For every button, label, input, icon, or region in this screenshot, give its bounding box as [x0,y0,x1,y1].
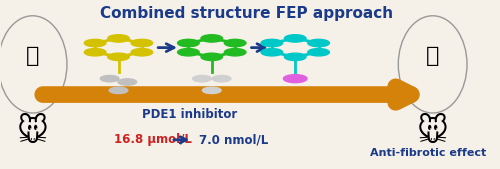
Circle shape [261,39,282,47]
Text: PDE1 inhibitor: PDE1 inhibitor [142,108,238,121]
Circle shape [178,49,199,56]
Circle shape [284,53,306,61]
Circle shape [201,53,222,61]
Circle shape [202,87,221,94]
Circle shape [108,35,130,42]
Circle shape [284,35,306,42]
Text: 7.0 nmol/L: 7.0 nmol/L [199,133,268,146]
Text: 🐭: 🐭 [16,116,48,147]
Circle shape [131,49,152,56]
Circle shape [201,35,222,42]
Text: 🐭: 🐭 [417,116,448,147]
Circle shape [308,39,330,47]
Circle shape [108,53,130,61]
Circle shape [212,75,231,82]
Circle shape [84,39,106,47]
Circle shape [284,75,307,83]
Text: 16.8 μmol/L: 16.8 μmol/L [114,133,192,146]
Circle shape [192,75,212,82]
Circle shape [84,49,106,56]
Circle shape [118,79,137,85]
Text: 🫁: 🫁 [426,46,440,66]
Text: 🫁: 🫁 [26,46,40,66]
Circle shape [308,49,330,56]
Circle shape [109,87,128,94]
Circle shape [131,39,152,47]
Text: Anti-fibrotic effect: Anti-fibrotic effect [370,148,486,158]
Circle shape [224,39,246,47]
Circle shape [100,75,119,82]
Circle shape [224,49,246,56]
Text: Combined structure FEP approach: Combined structure FEP approach [100,6,393,21]
Circle shape [261,49,282,56]
Circle shape [178,39,199,47]
